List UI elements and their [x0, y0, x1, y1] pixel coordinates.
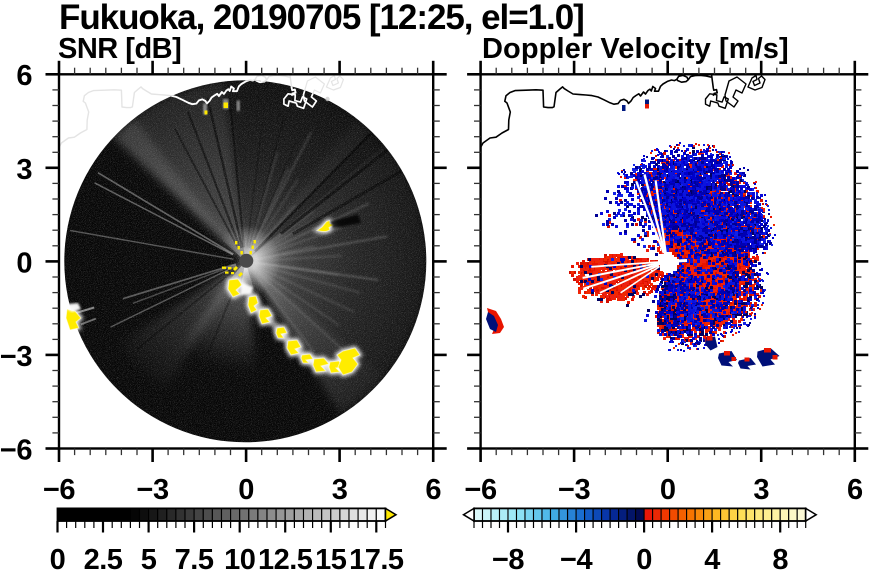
- svg-text:−6: −6: [465, 474, 497, 506]
- svg-text:5: 5: [141, 544, 157, 570]
- svg-text:10: 10: [224, 544, 255, 570]
- svg-text:0: 0: [660, 474, 676, 506]
- svg-text:−4: −4: [560, 544, 592, 570]
- svg-text:6: 6: [425, 474, 441, 506]
- svg-text:−3: −3: [137, 474, 169, 506]
- svg-text:−3: −3: [0, 341, 32, 373]
- svg-text:SNR [dB]: SNR [dB]: [58, 33, 181, 65]
- svg-text:−6: −6: [0, 434, 32, 466]
- svg-text:0: 0: [238, 474, 254, 506]
- svg-text:3: 3: [753, 474, 769, 506]
- svg-text:17.5: 17.5: [349, 544, 404, 570]
- svg-text:−8: −8: [492, 544, 524, 570]
- svg-text:Fukuoka, 20190705 [12:25, el=1: Fukuoka, 20190705 [12:25, el=1.0]: [59, 0, 584, 37]
- svg-text:6: 6: [847, 474, 863, 506]
- svg-text:3: 3: [332, 474, 348, 506]
- svg-text:Doppler Velocity [m/s]: Doppler Velocity [m/s]: [482, 33, 789, 65]
- svg-text:3: 3: [16, 154, 32, 186]
- svg-text:8: 8: [772, 544, 788, 570]
- svg-text:−6: −6: [43, 474, 75, 506]
- svg-text:15: 15: [315, 544, 347, 570]
- svg-text:0: 0: [636, 544, 652, 570]
- svg-text:0: 0: [16, 247, 32, 279]
- svg-text:−3: −3: [558, 474, 590, 506]
- svg-text:7.5: 7.5: [175, 544, 214, 570]
- svg-text:6: 6: [16, 60, 32, 92]
- svg-text:4: 4: [704, 544, 720, 570]
- svg-text:0: 0: [50, 544, 66, 570]
- svg-text:2.5: 2.5: [84, 544, 123, 570]
- svg-text:12.5: 12.5: [258, 544, 313, 570]
